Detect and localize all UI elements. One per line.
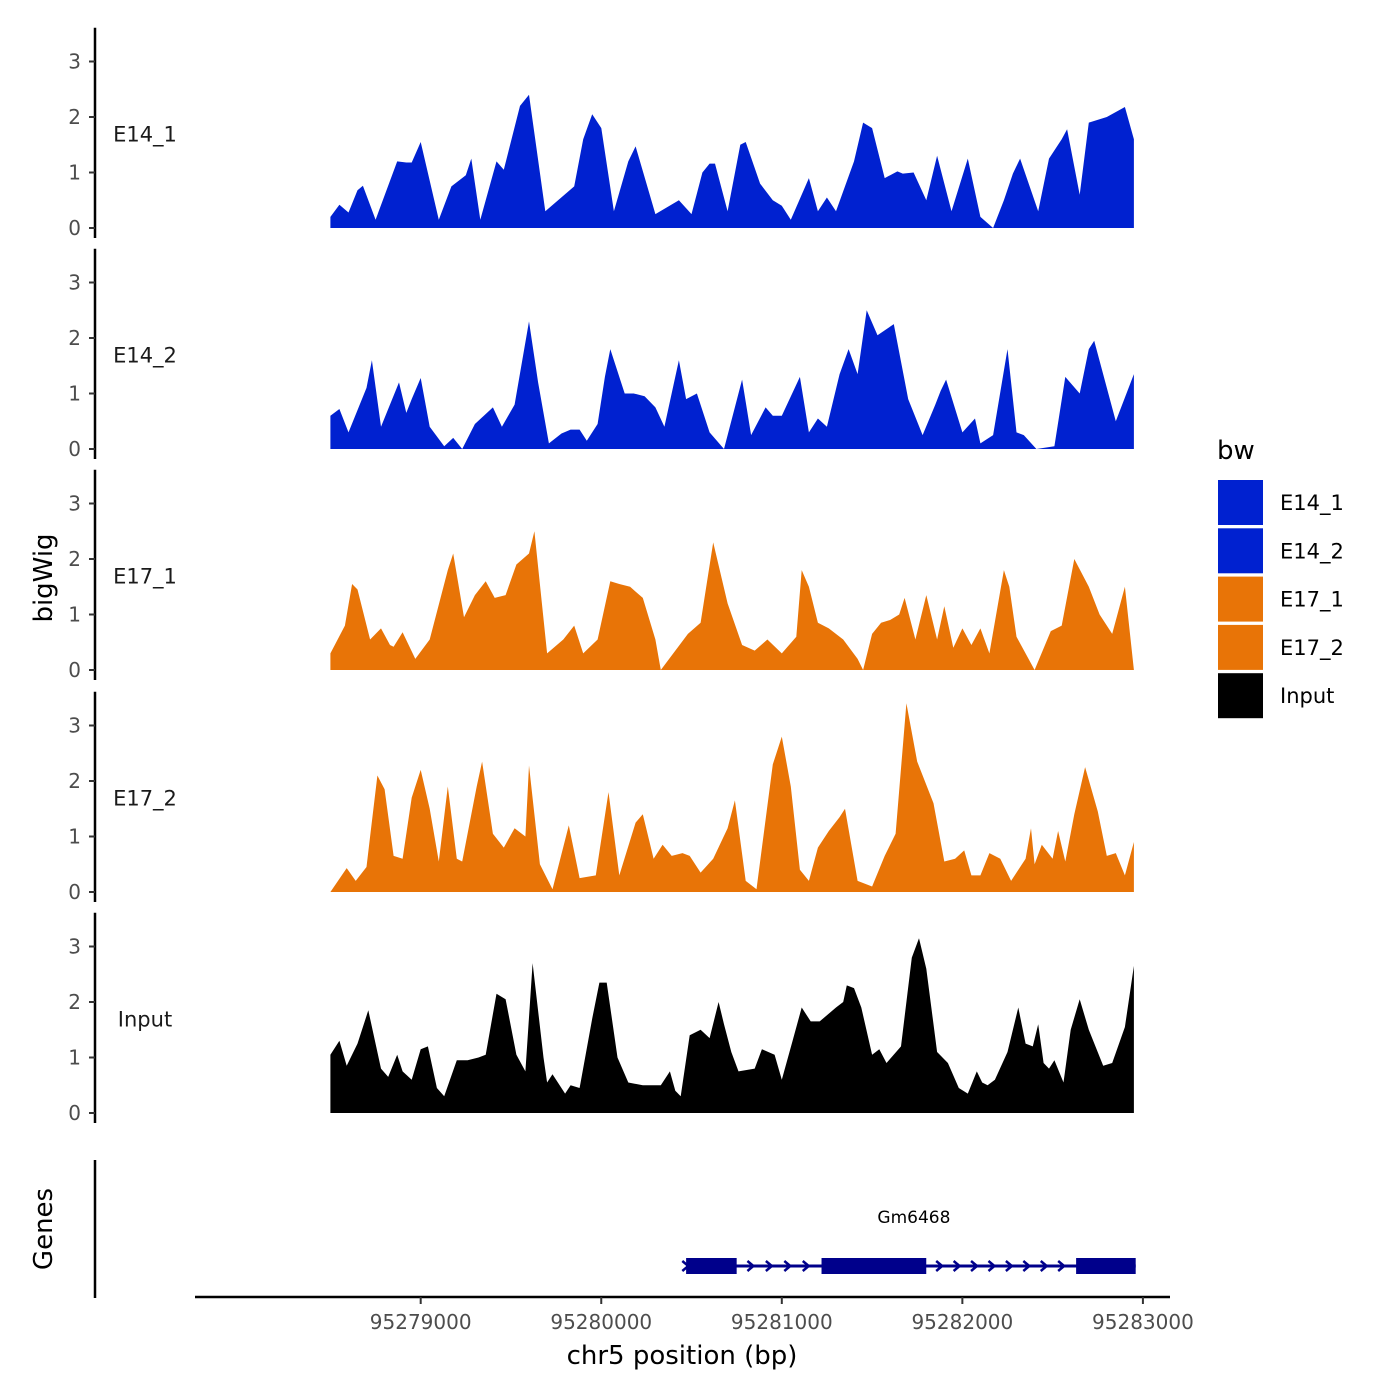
y-tick-label-input-3: 3 <box>68 935 81 959</box>
strand-chevron <box>801 1260 811 1272</box>
y-tick-label-e17-2-2: 2 <box>68 769 81 793</box>
legend-swatch-e14-1 <box>1218 480 1263 525</box>
y-tick-label-e17-1-3: 3 <box>68 492 81 516</box>
gene-exon-2 <box>821 1258 927 1274</box>
y-tick-label-input-2: 2 <box>68 990 81 1014</box>
y-tick-label-e14-2-3: 3 <box>68 271 81 295</box>
legend-label-e14-1: E14_1 <box>1280 491 1344 516</box>
coverage-area-input <box>330 938 1134 1113</box>
legend: bw E14_1 E14_2 E17_1 E17_2 Input <box>1217 436 1344 719</box>
y-axis-title: bigWig <box>29 533 59 622</box>
strand-chevron <box>1005 1260 1014 1272</box>
y-tick-label-e14-2-1: 1 <box>68 382 81 406</box>
legend-item-e14-2: E14_2 <box>1218 528 1344 574</box>
gene-track-title: Genes <box>29 1188 59 1270</box>
y-tick-label-e17-1-1: 1 <box>68 603 81 627</box>
strand-chevron <box>1022 1260 1032 1272</box>
track-label-input: Input <box>118 1008 172 1032</box>
strand-chevron <box>952 1260 962 1272</box>
legend-item-e17-1: E17_1 <box>1218 576 1344 622</box>
panel-input: 0 1 2 3 Input <box>68 912 1134 1125</box>
legend-item-e17-2: E17_2 <box>1218 624 1344 670</box>
y-tick-label-e17-2-1: 1 <box>68 825 81 849</box>
strand-chevron <box>746 1260 756 1272</box>
legend-label-e17-2: E17_2 <box>1280 636 1344 661</box>
panel-e14-2: 0 1 2 3 E14_2 <box>68 248 1134 461</box>
legend-swatch-e17-1 <box>1218 576 1263 622</box>
legend-label-input: Input <box>1280 684 1334 708</box>
y-tick-label-e14-2-0: 0 <box>68 437 81 461</box>
track-label-e14-2: E14_2 <box>113 344 177 369</box>
legend-swatch-input <box>1218 673 1263 719</box>
strand-chevron <box>765 1260 774 1272</box>
x-tick-label-95283000: 95283000 <box>1092 1310 1194 1334</box>
y-tick-label-input-1: 1 <box>68 1046 81 1070</box>
strand-chevron <box>935 1260 945 1272</box>
y-tick-label-e17-2-3: 3 <box>68 714 81 738</box>
coverage-area-e17-1 <box>330 531 1134 670</box>
track-label-e14-1: E14_1 <box>113 123 177 148</box>
legend-label-e14-2: E14_2 <box>1280 539 1344 564</box>
y-tick-label-e17-2-0: 0 <box>68 880 81 904</box>
y-tick-label-e14-1-3: 3 <box>68 50 81 74</box>
x-tick-label-95280000: 95280000 <box>550 1310 652 1334</box>
legend-swatch-e17-2 <box>1218 624 1263 670</box>
legend-item-e14-1: E14_1 <box>1218 480 1344 525</box>
y-tick-label-e14-1-2: 2 <box>68 105 81 129</box>
y-tick-label-e17-1-0: 0 <box>68 658 81 682</box>
strand-chevron <box>987 1260 997 1272</box>
x-axis: 95279000 95280000 95281000 95282000 95283000 <box>195 1295 1194 1334</box>
gene-gm6468: Gm6468 <box>681 1208 1136 1274</box>
coverage-panels: 0 1 2 3 E14_1 0 1 2 3 E14_2 0 1 2 3 E17_1 0 1 2 3 E17_2 0 1 2 3… <box>68 27 1134 1125</box>
x-tick-label-95281000: 95281000 <box>731 1310 833 1334</box>
panel-e17-2: 0 1 2 3 E17_2 <box>68 691 1134 904</box>
y-tick-label-e14-2-2: 2 <box>68 326 81 350</box>
strand-chevron <box>783 1260 793 1272</box>
gene-exon-1 <box>686 1258 737 1274</box>
legend-swatch-e14-2 <box>1218 528 1263 574</box>
y-tick-label-e14-1-1: 1 <box>68 161 81 185</box>
y-tick-label-e17-1-2: 2 <box>68 547 81 571</box>
gene-label-gm6468: Gm6468 <box>877 1208 950 1228</box>
y-tick-label-e14-1-0: 0 <box>68 216 81 240</box>
coverage-area-e17-2 <box>330 703 1134 892</box>
coverage-area-e14-2 <box>330 310 1134 449</box>
y-tick-label-input-0: 0 <box>68 1101 81 1125</box>
x-axis-title: chr5 position (bp) <box>567 1341 798 1371</box>
strand-chevron <box>1039 1260 1049 1272</box>
strand-chevron <box>1057 1260 1067 1272</box>
track-label-e17-2: E17_2 <box>113 787 177 812</box>
legend-title: bw <box>1217 436 1255 466</box>
x-tick-label-95279000: 95279000 <box>370 1310 472 1334</box>
panel-e17-1: 0 1 2 3 E17_1 <box>68 469 1134 682</box>
track-label-e17-1: E17_1 <box>113 565 177 590</box>
gene-exon-3 <box>1076 1258 1136 1274</box>
strand-chevron <box>970 1260 979 1272</box>
x-tick-label-95282000: 95282000 <box>911 1310 1013 1334</box>
legend-item-input: Input <box>1218 673 1334 719</box>
legend-label-e17-1: E17_1 <box>1280 588 1344 613</box>
coverage-area-e14-1 <box>330 94 1134 228</box>
panel-e14-1: 0 1 2 3 E14_1 <box>68 27 1134 240</box>
gene-track: Genes Gm6468 <box>29 1160 1136 1298</box>
